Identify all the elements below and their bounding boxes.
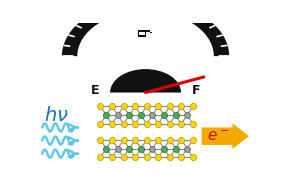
Bar (139, 32, 145, 35)
Polygon shape (62, 1, 229, 56)
FancyArrow shape (202, 123, 249, 149)
Text: F: F (192, 84, 201, 97)
Wedge shape (110, 69, 181, 93)
Text: $e^-$: $e^-$ (207, 129, 229, 144)
Text: $h\nu$: $h\nu$ (44, 106, 69, 125)
Bar (146, 30, 150, 32)
Bar (138, 30, 146, 37)
Bar (149, 32, 152, 33)
Text: E: E (91, 84, 99, 97)
